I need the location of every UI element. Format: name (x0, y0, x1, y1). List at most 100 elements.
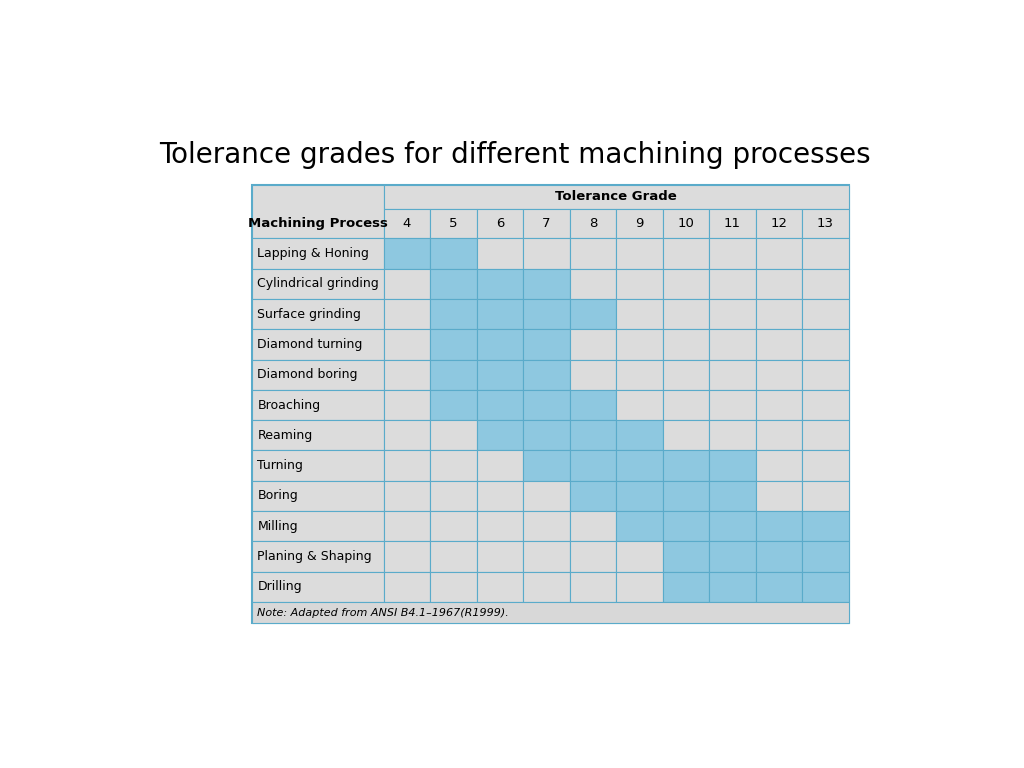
Text: 4: 4 (402, 217, 412, 230)
Bar (710, 329, 756, 359)
Bar (802, 541, 849, 571)
Bar (523, 420, 569, 451)
Bar (663, 571, 710, 602)
Bar (569, 420, 616, 451)
Text: Tolerance grades for different machining processes: Tolerance grades for different machining… (159, 141, 870, 169)
Bar (384, 359, 430, 390)
Bar (252, 329, 384, 359)
Bar (252, 511, 384, 541)
Bar (569, 359, 616, 390)
Bar (616, 329, 663, 359)
Bar (663, 238, 710, 269)
Bar (252, 571, 384, 602)
Bar (710, 541, 756, 571)
Bar (569, 390, 616, 420)
Bar (252, 299, 384, 329)
Bar (710, 511, 756, 541)
Bar (430, 451, 477, 481)
Bar (663, 420, 710, 451)
Bar (430, 238, 477, 269)
Bar (569, 329, 616, 359)
Bar (802, 571, 849, 602)
Bar (802, 209, 849, 238)
Bar (710, 390, 756, 420)
Bar (384, 420, 430, 451)
Bar (616, 420, 663, 451)
Bar (569, 451, 616, 481)
Bar (384, 209, 430, 238)
Bar (616, 209, 663, 238)
Text: Diamond turning: Diamond turning (257, 338, 362, 351)
Text: Turning: Turning (257, 459, 303, 472)
Bar (616, 481, 663, 511)
Bar (756, 209, 802, 238)
Bar (569, 541, 616, 571)
Bar (384, 390, 430, 420)
Bar (616, 299, 663, 329)
Bar (523, 329, 569, 359)
Bar (756, 541, 802, 571)
Bar (384, 184, 849, 209)
Bar (523, 299, 569, 329)
Text: 7: 7 (543, 217, 551, 230)
Bar (756, 329, 802, 359)
Bar (569, 481, 616, 511)
Bar (252, 451, 384, 481)
Bar (252, 269, 384, 299)
Bar (802, 359, 849, 390)
Bar (523, 481, 569, 511)
Bar (756, 511, 802, 541)
Bar (430, 481, 477, 511)
Bar (663, 329, 710, 359)
Bar (252, 184, 849, 624)
Bar (710, 451, 756, 481)
Bar (252, 602, 849, 624)
Bar (477, 238, 523, 269)
Bar (384, 511, 430, 541)
Bar (477, 541, 523, 571)
Bar (663, 390, 710, 420)
Bar (663, 299, 710, 329)
Bar (663, 481, 710, 511)
Bar (430, 329, 477, 359)
Text: Boring: Boring (257, 489, 298, 502)
Bar (663, 359, 710, 390)
Text: Milling: Milling (257, 520, 298, 533)
Bar (710, 238, 756, 269)
Bar (477, 329, 523, 359)
Bar (663, 269, 710, 299)
Text: 10: 10 (678, 217, 694, 230)
Text: Note: Adapted from ANSI B4.1–1967(R1999).: Note: Adapted from ANSI B4.1–1967(R1999)… (257, 607, 509, 617)
Bar (756, 481, 802, 511)
Text: Drilling: Drilling (257, 581, 302, 593)
Bar (252, 420, 384, 451)
Text: 6: 6 (496, 217, 504, 230)
Bar (616, 359, 663, 390)
Bar (616, 571, 663, 602)
Bar (710, 420, 756, 451)
Bar (663, 541, 710, 571)
Bar (523, 269, 569, 299)
Bar (802, 329, 849, 359)
Bar (802, 511, 849, 541)
Text: Reaming: Reaming (257, 429, 312, 442)
Bar (430, 541, 477, 571)
Bar (710, 359, 756, 390)
Text: Cylindrical grinding: Cylindrical grinding (257, 277, 379, 290)
Bar (384, 269, 430, 299)
Text: 5: 5 (450, 217, 458, 230)
Bar (252, 184, 384, 238)
Bar (252, 238, 384, 269)
Bar (430, 359, 477, 390)
Bar (756, 359, 802, 390)
Bar (616, 238, 663, 269)
Bar (569, 511, 616, 541)
Bar (569, 571, 616, 602)
Text: 9: 9 (635, 217, 644, 230)
Bar (252, 390, 384, 420)
Bar (384, 238, 430, 269)
Bar (663, 209, 710, 238)
Bar (802, 299, 849, 329)
Bar (802, 269, 849, 299)
Bar (802, 238, 849, 269)
